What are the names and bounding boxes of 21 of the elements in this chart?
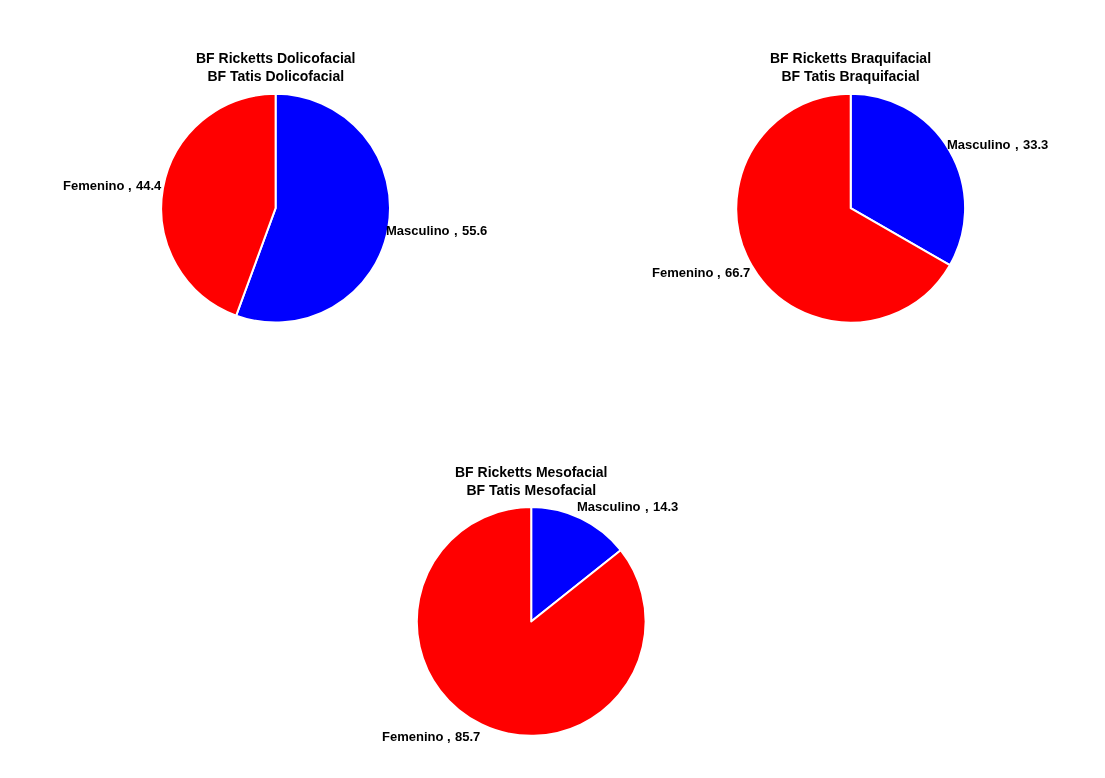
data-label: 14.3 bbox=[653, 499, 679, 514]
data-label: 85.7 bbox=[455, 729, 481, 744]
chart-title: BF Ricketts Braquifacial BF Tatis Braquifacial bbox=[770, 50, 932, 85]
slice-label: Masculino bbox=[577, 499, 641, 514]
text: , bbox=[717, 265, 721, 280]
slice-label: Femenino bbox=[652, 265, 714, 280]
text: , bbox=[645, 499, 649, 514]
slice-label: Masculino bbox=[947, 137, 1011, 152]
text: , bbox=[454, 223, 458, 238]
text: , bbox=[1015, 137, 1019, 152]
text: , bbox=[447, 729, 451, 744]
data-label: 66.7 bbox=[725, 265, 751, 280]
slice-label: Masculino bbox=[386, 223, 450, 238]
text: , bbox=[128, 178, 132, 193]
chart-title: BF Ricketts Mesofacial BF Tatis Mesofacial bbox=[455, 464, 608, 499]
data-label: 33.3 bbox=[1023, 137, 1049, 152]
data-label: 44.4 bbox=[136, 178, 163, 193]
slice-label: Femenino bbox=[63, 178, 125, 193]
chart-title: BF Ricketts Dolicofacial BF Tatis Dolicofacial bbox=[196, 50, 356, 85]
slice-label: Femenino bbox=[382, 729, 444, 744]
data-label: 55.6 bbox=[462, 223, 488, 238]
